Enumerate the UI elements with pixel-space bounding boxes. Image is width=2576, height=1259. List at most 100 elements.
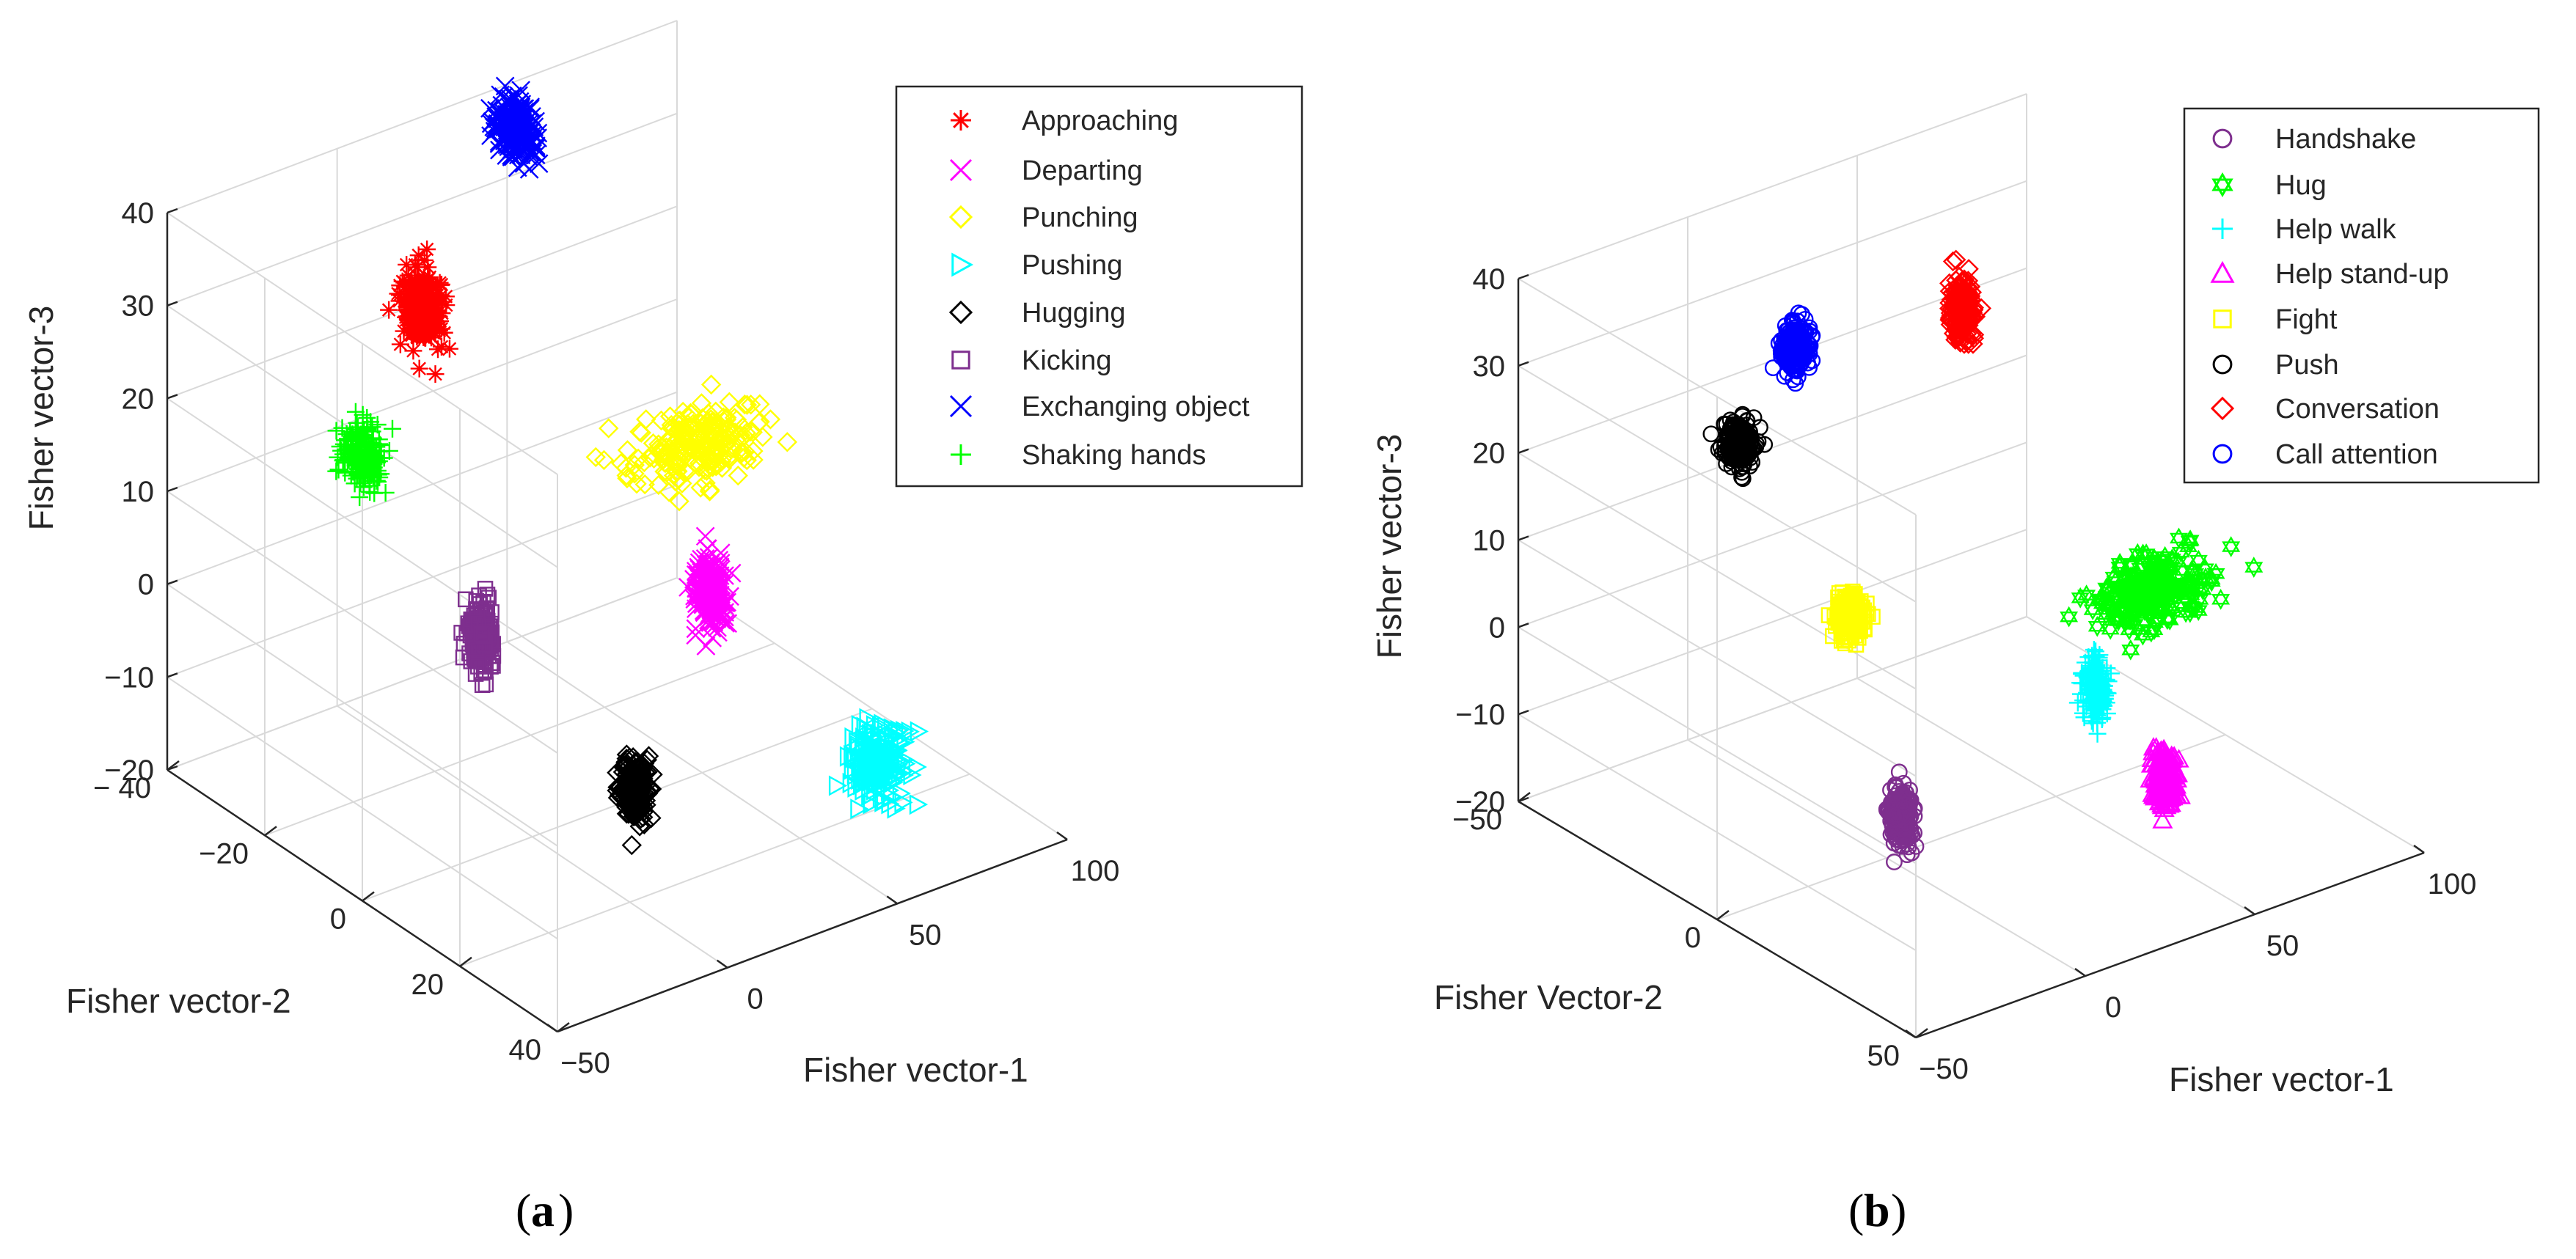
data-point (618, 757, 638, 778)
x-tick-label: −50 (560, 1047, 610, 1079)
y-tick-mark (1915, 1028, 1928, 1038)
data-point (2212, 354, 2233, 375)
data-point (458, 591, 474, 608)
legend-marker (949, 158, 973, 182)
data-point (2170, 527, 2188, 549)
data-point (2097, 586, 2116, 607)
data-point (367, 452, 385, 470)
data-point (2152, 810, 2173, 829)
grid-line (1518, 441, 2027, 628)
data-point (431, 312, 450, 331)
data-point (361, 482, 379, 501)
z-tick-mark (167, 394, 178, 400)
legend-marker (2210, 396, 2235, 421)
data-point (850, 799, 869, 820)
data-point (483, 604, 500, 620)
data-point (631, 422, 651, 443)
x-tick-label: 50 (2266, 930, 2299, 962)
legend-item: Fight (2213, 304, 2338, 335)
data-point (777, 432, 798, 452)
data-point (1953, 312, 1975, 334)
data-point (2068, 694, 2087, 712)
data-point (659, 406, 681, 427)
data-point (471, 587, 487, 604)
data-point (593, 449, 615, 471)
legend-marker (948, 300, 973, 325)
series-kicking (453, 581, 502, 693)
grid-line (167, 391, 678, 585)
data-point (425, 309, 443, 328)
series-fight (1821, 583, 1881, 653)
data-point (1733, 469, 1750, 486)
data-point (2166, 576, 2185, 598)
data-point (2121, 639, 2140, 661)
data-point (740, 421, 761, 442)
panel-label-a: a (531, 1184, 555, 1236)
z-tick-mark (1518, 535, 1529, 541)
grid-line (167, 20, 678, 213)
data-point (1745, 409, 1763, 427)
z-tick-mark (167, 301, 178, 307)
series-shaking-hands (327, 403, 402, 507)
data-point (478, 600, 495, 617)
data-point (395, 322, 413, 340)
panel-close-paren: ) (558, 1184, 574, 1236)
data-point (370, 469, 389, 487)
data-point (2148, 598, 2167, 620)
data-point (1785, 314, 1801, 331)
legend-marker (948, 205, 973, 230)
z-tick-label: 0 (1489, 612, 1505, 644)
data-point (880, 779, 900, 801)
data-point (2081, 660, 2099, 678)
data-point (709, 423, 730, 444)
data-point (909, 794, 929, 815)
data-point (1740, 445, 1757, 463)
series-handshake (1878, 763, 1925, 870)
x-axis-label: Fisher vector-1 (2169, 1060, 2394, 1098)
data-point (351, 451, 370, 469)
data-point (2158, 756, 2179, 775)
data-point (515, 138, 535, 157)
data-point (2211, 588, 2231, 610)
panel-a-tick-labels: −20 −10 0 10 20 30 40 − 40 −20 0 20 40 −… (93, 197, 1119, 1079)
data-point (871, 756, 890, 777)
data-point (896, 721, 915, 742)
data-point (949, 394, 973, 418)
y-tick-mark (1518, 792, 1531, 802)
data-point (617, 440, 638, 460)
y-tick-mark (557, 1022, 570, 1032)
data-point (2151, 740, 2172, 759)
z-tick-mark (167, 579, 178, 585)
data-point (429, 340, 447, 359)
data-point (500, 92, 519, 111)
data-point (430, 307, 448, 326)
data-point (508, 105, 527, 125)
data-point (2121, 609, 2140, 631)
panel-open-paren: ( (1848, 1184, 1864, 1236)
data-point (435, 323, 453, 342)
grid-line (264, 642, 775, 837)
data-point (473, 625, 489, 642)
z-tick-mark (167, 672, 178, 678)
data-point (1895, 774, 1912, 792)
data-point (1958, 259, 1979, 279)
data-point (2154, 798, 2175, 818)
data-point (696, 460, 717, 481)
data-point (503, 132, 522, 152)
data-point (2122, 555, 2141, 577)
y-tick-label: 0 (1685, 922, 1701, 954)
data-point (2213, 309, 2232, 328)
data-point (691, 393, 712, 414)
data-point (1902, 807, 1920, 825)
data-point (621, 834, 642, 856)
data-point (2145, 549, 2165, 570)
data-point (1785, 361, 1802, 378)
y-tick-label: 50 (1867, 1040, 1900, 1072)
data-point (2212, 219, 2233, 239)
data-point (637, 762, 658, 782)
data-point (633, 807, 654, 828)
series-call-attention (1764, 304, 1821, 392)
data-point (1886, 854, 1903, 870)
grid-line (1518, 529, 2027, 716)
data-point (2079, 662, 2098, 680)
